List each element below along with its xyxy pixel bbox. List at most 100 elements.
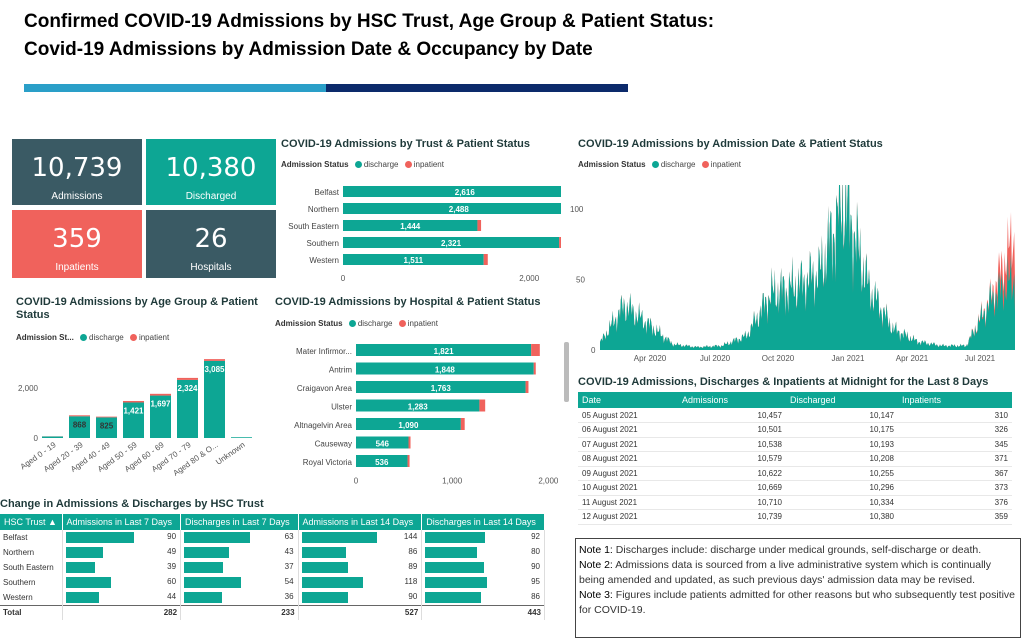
card-admissions-value: 10,739 (31, 153, 123, 183)
discharge-legend-dot (348, 320, 356, 328)
card-admissions[interactable]: 10,739 Admissions (12, 139, 142, 205)
table-cell: 10,380 (786, 509, 898, 525)
cell-value: 86 (408, 547, 418, 556)
cell-value: 44 (167, 592, 177, 601)
inpatient-bar (408, 436, 411, 449)
inpatient-bar (460, 418, 465, 430)
discharge-bar (123, 402, 144, 438)
note-2: Note 2: Admissions data is sourced from … (579, 558, 1017, 588)
table-row: 12 August 2021 10,739 10,380 359 (578, 509, 1012, 525)
x-tick-label: Jul 2020 (700, 354, 731, 363)
page-title-line1: Confirmed COVID-19 Admissions by HSC Tru… (24, 11, 715, 32)
y-tick-label: 0 (591, 346, 596, 355)
category-label: Southern (307, 239, 339, 248)
data-label: 2,488 (449, 205, 470, 214)
table-cell: Belfast (0, 530, 63, 545)
discharge-legend-dot (354, 161, 362, 169)
x-tick-label: Unknown (214, 440, 246, 467)
table-cell: 10,175 (786, 422, 898, 438)
column-header[interactable]: Discharges in Last 14 Days (421, 514, 545, 530)
column-header[interactable]: Discharged (786, 392, 898, 408)
column-header[interactable]: Admissions in Last 7 Days (62, 514, 182, 530)
table-cell: 10,538 (678, 437, 786, 452)
hospital-chart-legend: Admission Status discharge inpatient (275, 319, 438, 328)
category-label: Royal Victoria (303, 458, 353, 467)
discharge-legend-dot (80, 334, 88, 342)
column-header[interactable]: Admissions in Last 14 Days (298, 514, 423, 530)
card-discharged[interactable]: 10,380 Discharged (146, 139, 276, 205)
legend-discharge[interactable]: discharge (660, 160, 696, 169)
table-cell: 08 August 2021 (578, 451, 678, 467)
table-row: 10 August 2021 10,669 10,296 373 (578, 480, 1012, 496)
inpatient-legend-dot (398, 320, 406, 328)
category-label: Craigavon Area (297, 384, 353, 393)
table-cell: 60 (62, 575, 182, 590)
table-cell: 86 (421, 590, 545, 605)
data-bar (301, 562, 348, 573)
y-tick-label: 50 (576, 276, 585, 285)
legend-inpatient[interactable]: inpatient (710, 160, 741, 169)
column-header[interactable]: Discharges in Last 7 Days (180, 514, 299, 530)
x-tick-label: Oct 2020 (762, 354, 795, 363)
data-bar (65, 532, 134, 543)
note-2-text: Admissions data is sourced from a live a… (579, 559, 992, 586)
note-3-label: Note 3: (579, 589, 613, 601)
table-row: Northern 49 43 86 80 (0, 545, 545, 560)
legend-discharge[interactable]: discharge (89, 333, 124, 342)
column-header[interactable]: Inpatients (898, 392, 1012, 408)
data-label: 2,616 (455, 188, 476, 197)
data-label: 3,085 (204, 365, 225, 374)
column-header[interactable]: Admissions (678, 392, 786, 408)
column-header[interactable]: Date (578, 392, 678, 408)
table-cell: 10 August 2021 (578, 480, 678, 496)
discharge-bar (343, 237, 560, 248)
data-label: 2,324 (177, 384, 198, 393)
data-label: 536 (375, 458, 389, 467)
column-header[interactable]: HSC Trust ▲ (0, 514, 63, 530)
data-bar (65, 577, 111, 588)
total-cell: Total (0, 604, 63, 620)
cell-value: 43 (284, 547, 294, 556)
discharge-bar (356, 362, 534, 375)
notes-box: Note 1: Discharges include: discharge un… (575, 538, 1021, 638)
discharge-bar (343, 220, 478, 231)
discharge-bar (343, 203, 561, 214)
trust-chart-legend: Admission Status discharge inpatient (281, 160, 444, 169)
table-cell: 90 (298, 590, 423, 605)
inpatient-bar (96, 416, 117, 418)
x-tick-label: Apr 2021 (896, 354, 929, 363)
table-cell: 90 (421, 560, 545, 575)
category-label: Antrim (329, 366, 352, 375)
hospital-chart-scrollbar[interactable] (564, 342, 569, 402)
table-cell: 09 August 2021 (578, 466, 678, 481)
age-chart-title: COVID-19 Admissions by Age Group & Patie… (16, 296, 258, 321)
data-label: 1,821 (434, 347, 455, 356)
table-row: 09 August 2021 10,622 10,255 367 (578, 466, 1012, 481)
legend-inpatient[interactable]: inpatient (413, 160, 444, 169)
hospital-chart-title: COVID-19 Admissions by Hospital & Patien… (275, 296, 541, 308)
cell-value: 80 (531, 547, 540, 556)
discharge-bar (96, 417, 117, 438)
legend-inpatient[interactable]: inpatient (138, 333, 170, 342)
hospital-chart: Mater Infirmor... 1,821 Antrim 1,848 Craigav… (294, 344, 559, 486)
table-cell: Western (0, 590, 63, 605)
data-bar (425, 577, 488, 588)
legend-discharge[interactable]: discharge (363, 160, 399, 169)
table-cell: 10,710 (678, 495, 786, 510)
legend-inpatient[interactable]: inpatient (407, 319, 438, 328)
data-bar (184, 547, 230, 558)
card-inpatients[interactable]: 359 Inpatients (12, 210, 142, 278)
card-discharged-value: 10,380 (165, 153, 257, 183)
cell-value: 54 (284, 577, 294, 586)
legend-discharge[interactable]: discharge (357, 319, 393, 328)
inpatient-bar (483, 254, 488, 265)
table-row: 07 August 2021 10,538 10,193 345 (578, 437, 1012, 452)
card-hospitals[interactable]: 26 Hospitals (146, 210, 276, 278)
trust-chart-title: COVID-19 Admissions by Trust & Patient S… (281, 138, 530, 150)
cell-value: 63 (284, 532, 294, 541)
cell-value: 90 (531, 562, 540, 571)
cell-value: 95 (531, 577, 540, 586)
cell-value: 90 (408, 592, 418, 601)
table-cell: 86 (298, 545, 423, 560)
cell-value: 144 (403, 532, 418, 541)
